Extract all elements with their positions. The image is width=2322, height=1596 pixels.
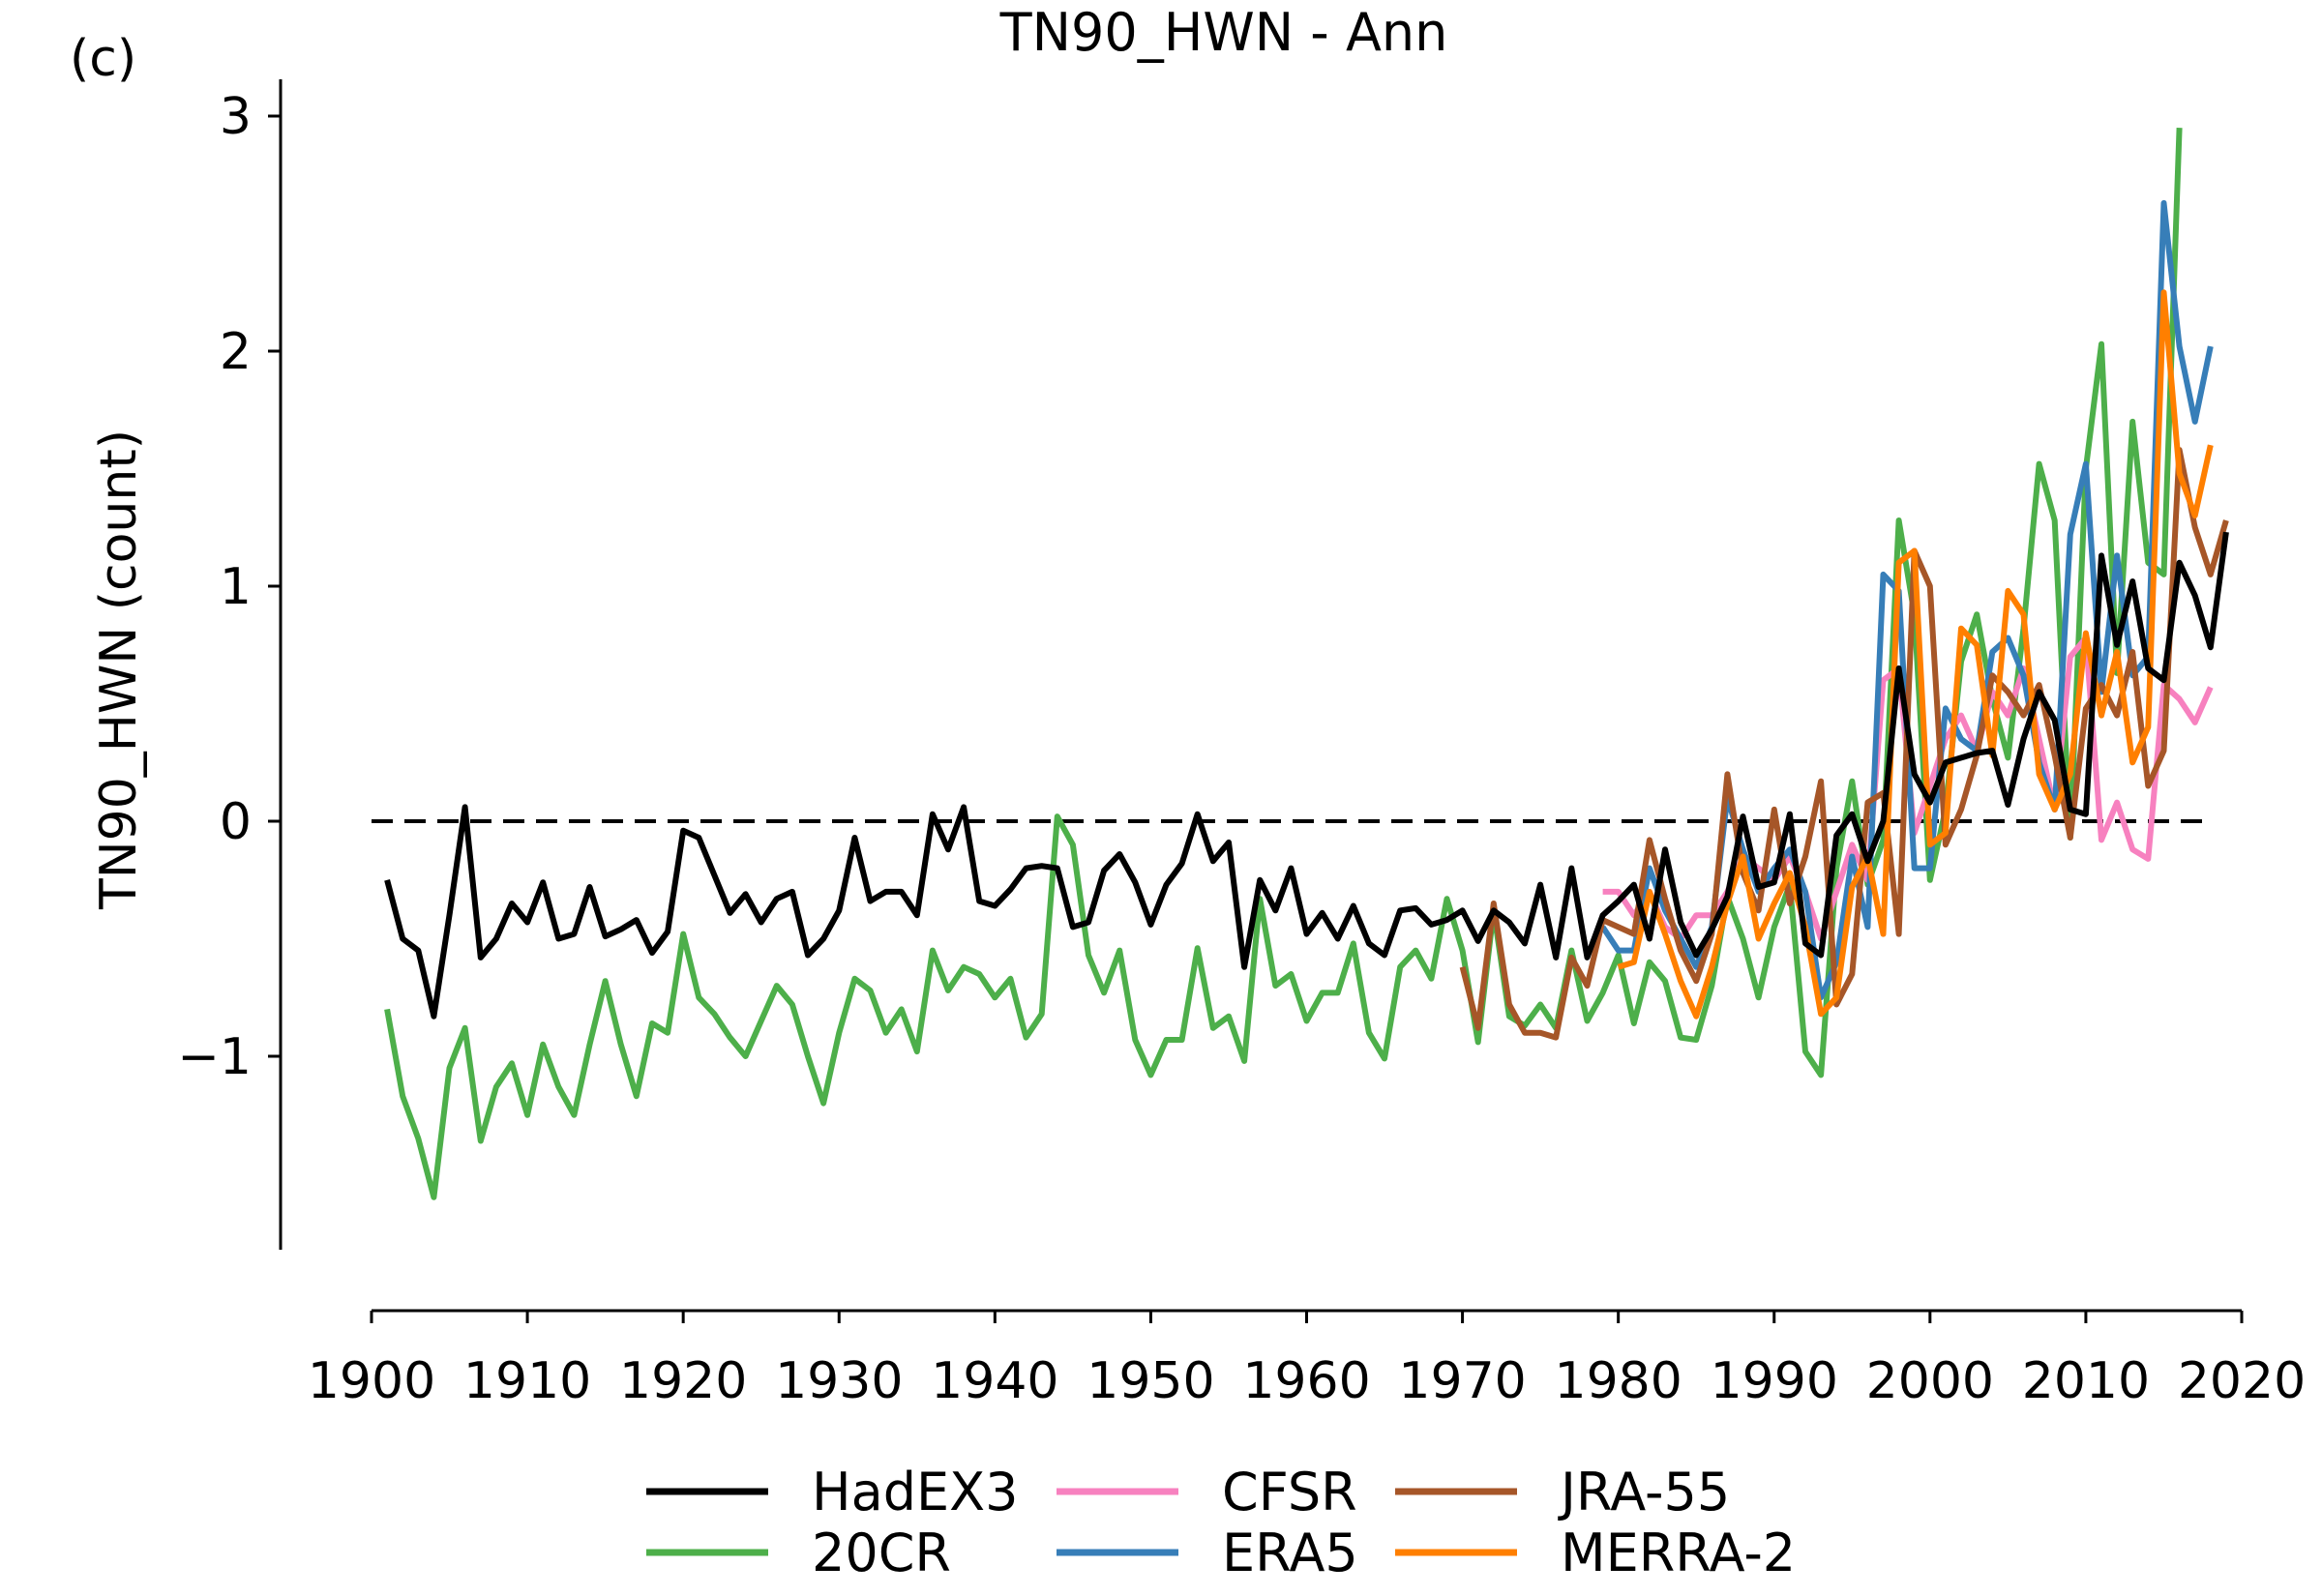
x-tick-label: 1970 [1398,1352,1526,1410]
x-tick-label: 1990 [1711,1352,1838,1410]
series-line-merra-2 [1617,289,2214,1020]
y-ticks: −1 0 1 2 3 [177,88,281,1086]
x-ticks: 1900 1910 1920 1930 1940 1950 1960 1970 1980 1990… [308,1311,2306,1410]
y-tick-label: 2 [220,323,252,381]
y-axis-label: TN90_HWN (count) [90,429,148,910]
legend-label-20cr: 20CR [812,1522,951,1583]
panel-label: (c) [70,30,136,88]
x-tick-label: 1920 [619,1352,747,1410]
x-tick-label: 1930 [775,1352,903,1410]
y-tick-label: 1 [220,558,252,616]
series-line-20cr [384,127,2183,1200]
y-tick-label: −1 [177,1028,252,1086]
legend-label-cfsr: CFSR [1222,1462,1357,1522]
x-tick-label: 2000 [1866,1352,1994,1410]
legend-label-jra-55: JRA-55 [1558,1462,1730,1522]
x-tick-label: 1980 [1554,1352,1682,1410]
x-tick-label: 1950 [1087,1352,1214,1410]
x-tick-label: 2020 [2178,1352,2306,1410]
legend-label-era5: ERA5 [1222,1522,1358,1583]
x-tick-label: 1900 [308,1352,435,1410]
chart-title: TN90_HWN - Ann [999,2,1448,63]
series-layer [384,127,2229,1200]
x-tick-label: 2010 [2022,1352,2150,1410]
x-tick-label: 1940 [931,1352,1058,1410]
x-tick-label: 1960 [1242,1352,1370,1410]
y-tick-label: 0 [220,793,252,851]
x-tick-label: 1910 [463,1352,591,1410]
y-tick-label: 3 [220,88,252,146]
legend-label-merra-2: MERRA-2 [1561,1522,1796,1583]
series-line-hadex3 [384,531,2229,1020]
legend-label-hadex3: HadEX3 [812,1462,1018,1522]
